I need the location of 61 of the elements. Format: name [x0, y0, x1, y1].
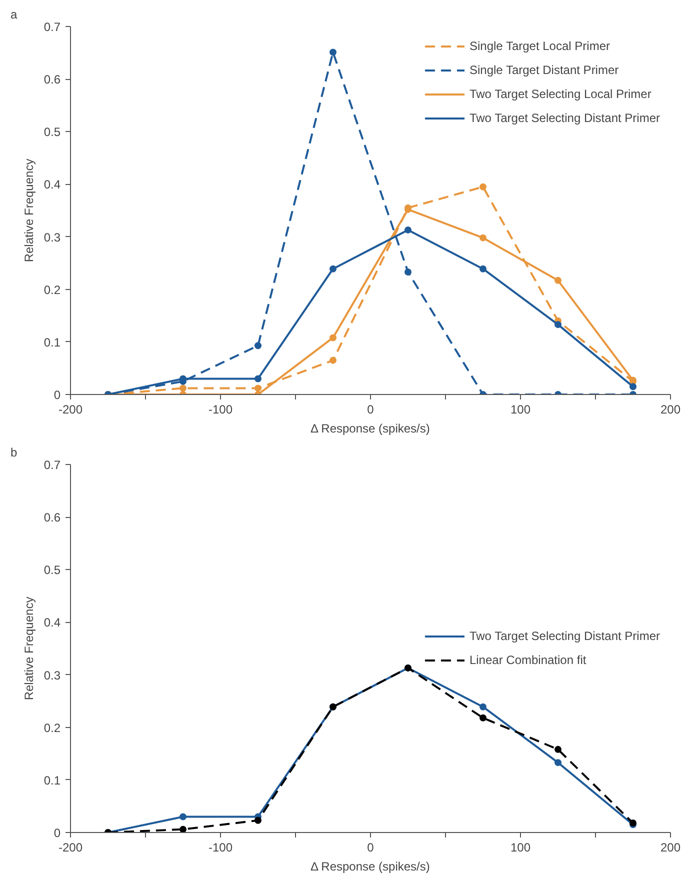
point [404, 226, 412, 234]
x-axis-title: Δ Response (spikes/s) [310, 422, 430, 436]
y-tick-label: 0.4 [44, 178, 61, 192]
point [330, 265, 336, 272]
x-tick-label: 100 [510, 402, 531, 416]
legend-label: Linear Combination fit [469, 653, 586, 667]
legend-label: Two Target Selecting Distant Primer [469, 629, 660, 643]
point [330, 334, 336, 342]
point [554, 759, 562, 766]
x-tick-label: 200 [660, 840, 681, 854]
legend-label: Single Target Local Primer [469, 39, 610, 53]
legend-label: Two Target Selecting Local Primer [469, 87, 652, 101]
y-tick-label: 0.1 [44, 335, 61, 350]
y-tick-label: 0.1 [44, 773, 61, 788]
y-tick-label: 0.2 [44, 720, 61, 735]
x-tick-label: 100 [510, 840, 531, 854]
y-axis-title: Relative Frequency [22, 596, 36, 700]
x-tick-label: 0 [367, 402, 374, 416]
y-tick-label: 0.5 [44, 125, 61, 140]
point [554, 276, 562, 284]
point [330, 356, 336, 364]
x-tick-label: -100 [208, 840, 233, 854]
point [180, 384, 186, 392]
point [480, 714, 486, 722]
x-tick-label: -100 [208, 402, 233, 416]
chart-title: b [10, 446, 18, 460]
y-tick-label: 0 [54, 826, 61, 840]
point [254, 816, 262, 824]
y-tick-label: 0.3 [44, 668, 61, 682]
x-axis-title: Δ Response (spikes/s) [310, 860, 430, 874]
point [254, 384, 262, 392]
y-tick-label: 0.3 [44, 230, 61, 244]
point [480, 183, 486, 190]
legend-label: Single Target Distant Primer [469, 63, 619, 77]
y-tick-label: 0.2 [44, 282, 61, 297]
point [630, 383, 636, 390]
chart-title: a [10, 8, 18, 22]
x-tick-label: -200 [58, 840, 83, 854]
x-tick-label: -200 [58, 402, 83, 416]
point [180, 813, 186, 820]
y-tick-label: 0.6 [44, 72, 61, 87]
point [254, 342, 262, 350]
point [254, 375, 262, 382]
point [480, 265, 486, 272]
y-tick-label: 0.5 [44, 563, 61, 578]
y-tick-label: 0.6 [44, 510, 61, 525]
x-tick-label: 0 [367, 840, 374, 854]
point [480, 703, 486, 710]
y-tick-label: 0 [54, 388, 61, 402]
y-tick-label: 0.7 [44, 20, 61, 34]
point [330, 48, 336, 56]
point [554, 321, 562, 328]
point [404, 268, 412, 276]
legend-label: Two Target Selecting Distant Primer [469, 111, 660, 125]
point [480, 234, 486, 242]
y-tick-label: 0.7 [44, 458, 61, 472]
y-axis-title: Relative Frequency [22, 158, 36, 262]
point [554, 746, 562, 753]
y-tick-label: 0.4 [44, 616, 61, 630]
point [180, 826, 186, 832]
x-tick-label: 200 [660, 402, 681, 416]
